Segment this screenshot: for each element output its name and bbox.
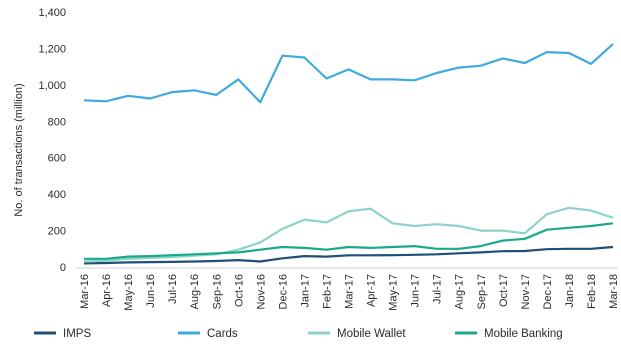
x-tick-label: Mar-16 xyxy=(79,274,91,309)
x-tick-label: Jan-18 xyxy=(564,274,576,308)
legend-label-mobile-wallet: Mobile Wallet xyxy=(337,328,406,340)
series-line-mobile-wallet xyxy=(83,206,614,263)
y-tick-label: 800 xyxy=(48,116,66,128)
x-tick-label: Jan-17 xyxy=(299,274,311,308)
series-line-cards xyxy=(83,43,614,104)
y-tick-label: 200 xyxy=(48,226,66,238)
x-tick-label: Jul-17 xyxy=(432,274,444,304)
x-tick-label: Feb-18 xyxy=(586,274,598,309)
x-tick-label: Jun-16 xyxy=(145,274,157,308)
series-lines xyxy=(83,43,614,265)
x-tick-label: Dec-16 xyxy=(277,274,289,309)
x-tick-label: Nov-16 xyxy=(255,274,267,309)
x-tick-label: Aug-16 xyxy=(189,274,201,309)
x-tick-label: Apr-17 xyxy=(366,274,378,307)
x-axis: Mar-16 Apr-16 May-16 Jun-16 Jul-16 Aug-16 Sep-… xyxy=(76,267,620,311)
x-tick-label: Dec-17 xyxy=(542,274,554,309)
x-tick-label: Feb-17 xyxy=(321,274,333,309)
x-tick-label: Apr-16 xyxy=(101,274,113,307)
x-tick-label: Jul-16 xyxy=(167,274,179,304)
series-line-mobile-banking xyxy=(84,222,614,260)
x-tick-label: Oct-16 xyxy=(233,274,245,307)
y-tick-label: 400 xyxy=(48,189,66,201)
x-tick-label: Nov-17 xyxy=(520,274,532,309)
x-tick-label: May-17 xyxy=(388,274,400,311)
y-axis: 0 200 400 600 800 1,000 1,200 1,400 xyxy=(38,7,66,274)
y-axis-label: No. of transactions (million) xyxy=(13,83,25,216)
x-tick-label: May-16 xyxy=(123,274,135,311)
y-tick-label: 1,400 xyxy=(38,7,66,19)
y-tick-label: 0 xyxy=(60,262,66,274)
legend-label-mobile-banking: Mobile Banking xyxy=(484,328,563,340)
y-tick-label: 600 xyxy=(48,153,66,165)
x-tick-label: Aug-17 xyxy=(454,274,466,309)
x-tick-label: Sep-16 xyxy=(211,274,223,309)
x-tick-label: Oct-17 xyxy=(498,274,510,307)
x-tick-label: Mar-17 xyxy=(344,274,356,309)
x-tick-label: Jun-17 xyxy=(410,274,422,308)
legend: IMPS Cards Mobile Wallet Mobile Banking xyxy=(34,328,563,340)
x-tick-label: Sep-17 xyxy=(476,274,488,309)
y-tick-label: 1,000 xyxy=(38,80,66,92)
y-tick-label: 1,200 xyxy=(38,43,66,55)
legend-label-imps: IMPS xyxy=(63,328,91,340)
series-line-imps xyxy=(83,245,614,265)
legend-label-cards: Cards xyxy=(207,328,238,340)
x-tick-label: Mar-18 xyxy=(608,274,620,309)
